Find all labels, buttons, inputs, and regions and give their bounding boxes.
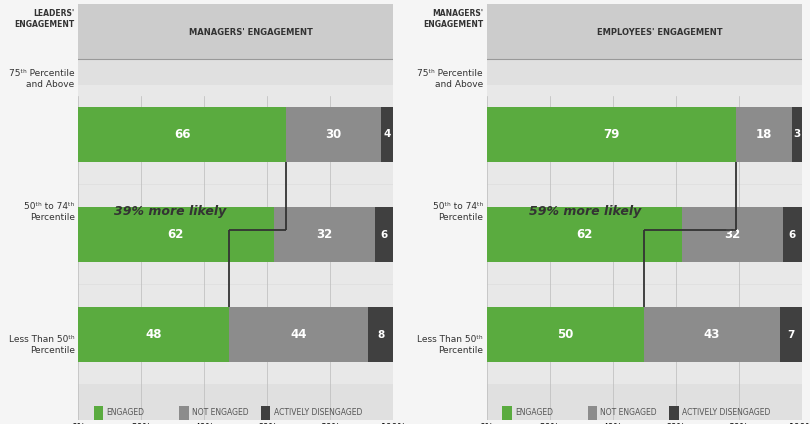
Text: 18: 18 [756,128,772,141]
Bar [587,406,597,420]
Bar [735,107,792,162]
Text: ACTIVELY DISENGAGED: ACTIVELY DISENGAGED [682,408,770,417]
Text: 39% more likely: 39% more likely [114,204,226,218]
Bar [78,185,394,284]
Bar [487,85,802,184]
Bar [644,307,780,362]
Bar [274,207,374,262]
Bar [78,107,286,162]
Text: 50ᵗʰ to 74ᵗʰ
Percentile: 50ᵗʰ to 74ᵗʰ Percentile [433,201,483,223]
Text: 4: 4 [383,129,390,139]
Text: ACTIVELY DISENGAGED: ACTIVELY DISENGAGED [274,408,362,417]
Bar [229,307,369,362]
Text: 3: 3 [794,129,801,139]
Text: Less Than 50ᵗʰ
Percentile: Less Than 50ᵗʰ Percentile [9,335,75,355]
Text: 43: 43 [704,328,720,341]
Text: 75ᵗʰ Percentile
and Above: 75ᵗʰ Percentile and Above [417,69,483,89]
Bar [487,185,802,284]
Text: 30: 30 [326,128,342,141]
Text: 62: 62 [576,228,593,241]
Text: 44: 44 [291,328,307,341]
Bar [78,207,274,262]
Bar [78,307,229,362]
Text: 59% more likely: 59% more likely [529,204,641,218]
Text: 6: 6 [789,229,796,240]
Bar [78,285,394,384]
Bar [374,207,394,262]
Text: NOT ENGAGED: NOT ENGAGED [192,408,249,417]
Bar [670,406,679,420]
Text: 32: 32 [724,228,740,241]
Bar [78,85,394,184]
Text: LEADERS'
ENGAGEMENT: LEADERS' ENGAGEMENT [15,9,75,29]
Bar [487,285,802,384]
Bar [381,107,394,162]
Bar [487,307,644,362]
Text: 50ᵗʰ to 74ᵗʰ
Percentile: 50ᵗʰ to 74ᵗʰ Percentile [24,201,75,223]
Bar [78,4,394,59]
Text: Less Than 50ᵗʰ
Percentile: Less Than 50ᵗʰ Percentile [417,335,483,355]
Bar [286,107,381,162]
Text: NOT ENGAGED: NOT ENGAGED [600,408,657,417]
Text: ENGAGED: ENGAGED [515,408,553,417]
Bar [369,307,394,362]
Bar [487,4,802,59]
Text: 48: 48 [146,328,162,341]
Bar [780,307,802,362]
Bar [261,406,271,420]
Text: 8: 8 [377,329,385,340]
Text: 32: 32 [316,228,332,241]
Text: ENGAGED: ENGAGED [107,408,144,417]
Bar [783,207,802,262]
Bar [487,107,735,162]
Bar [94,406,104,420]
Bar [682,207,783,262]
Text: MANAGERS' ENGAGEMENT: MANAGERS' ENGAGEMENT [189,28,313,37]
Text: EMPLOYEES' ENGAGEMENT: EMPLOYEES' ENGAGEMENT [597,28,723,37]
Text: MANAGERS'
ENGAGEMENT: MANAGERS' ENGAGEMENT [423,9,483,29]
Text: 62: 62 [168,228,184,241]
Bar [179,406,189,420]
Text: 66: 66 [174,128,190,141]
Text: 6: 6 [381,229,388,240]
Text: 50: 50 [557,328,573,341]
Bar [792,107,802,162]
Text: 7: 7 [787,329,795,340]
Text: 79: 79 [603,128,620,141]
Bar [487,207,682,262]
Text: 75ᵗʰ Percentile
and Above: 75ᵗʰ Percentile and Above [9,69,75,89]
Bar [502,406,512,420]
